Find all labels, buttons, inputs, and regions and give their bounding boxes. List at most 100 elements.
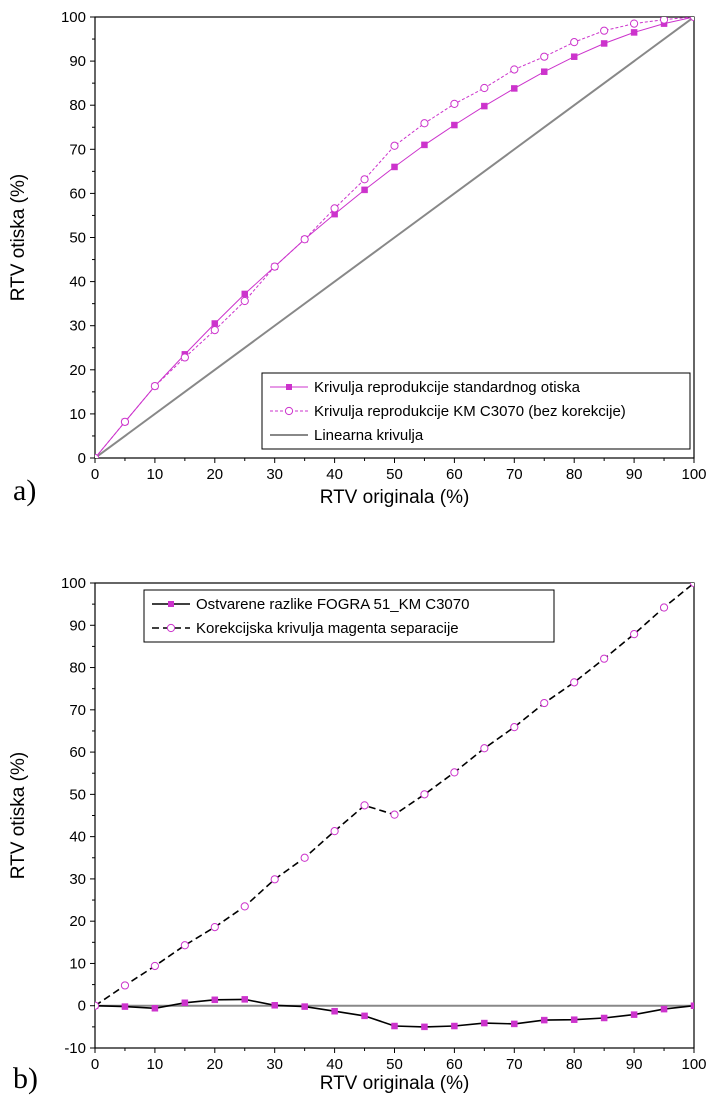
x-tick-label: 30	[266, 466, 283, 483]
data-point	[120, 981, 130, 990]
y-tick-label: 100	[61, 575, 86, 592]
data-point	[540, 52, 549, 61]
data-point	[600, 26, 609, 35]
data-point	[600, 654, 609, 663]
y-tick-label: 70	[69, 702, 86, 719]
x-tick-label: 20	[206, 466, 223, 483]
data-point	[660, 1005, 668, 1013]
y-tick-label: 70	[69, 141, 86, 158]
data-point	[540, 698, 549, 708]
data-point	[240, 902, 249, 911]
data-point	[689, 583, 694, 588]
data-point	[450, 768, 459, 777]
chart-panel-b: 0 10 20 30 40 50 60 70 80 90 100 -10 0 10 20 30 40 50 60 70…	[8, 575, 707, 1095]
data-point	[541, 68, 548, 75]
legend-label: Krivulja reprodukcije standardnog otiska	[314, 379, 581, 396]
series-line-3	[95, 17, 694, 458]
data-point	[451, 1022, 458, 1030]
y-tick-label: -10	[64, 1040, 86, 1057]
data-point	[360, 801, 369, 810]
data-point	[630, 29, 638, 36]
data-point	[360, 175, 369, 184]
y-tick-label: 60	[69, 185, 86, 202]
x-tick-label: 80	[566, 466, 583, 483]
legend-marker	[286, 384, 292, 390]
data-point	[630, 1011, 638, 1018]
data-point	[95, 453, 100, 458]
x-tick-label: 70	[506, 1056, 523, 1073]
x-tick-label: 0	[91, 1056, 99, 1073]
data-point	[600, 40, 608, 47]
y-tick-label: 20	[69, 913, 86, 930]
data-point	[600, 1014, 608, 1022]
y-tick-label: 40	[69, 829, 86, 846]
data-point	[181, 999, 189, 1007]
y-tick-label: 0	[78, 998, 86, 1015]
data-point	[121, 1003, 129, 1010]
x-tick-label: 60	[446, 1056, 463, 1073]
y-tick-label: 50	[69, 230, 86, 247]
panel-label: b)	[13, 1062, 38, 1095]
legend-marker	[168, 601, 174, 607]
data-point	[270, 875, 279, 884]
data-point	[151, 1005, 159, 1012]
x-tick-label: 10	[147, 466, 164, 483]
data-point	[511, 1020, 518, 1028]
y-tick-label: 10	[69, 406, 86, 423]
data-point	[211, 996, 219, 1004]
x-tick-label: 100	[681, 466, 706, 483]
legend-marker	[166, 623, 176, 633]
data-point	[630, 19, 639, 28]
data-point	[570, 1016, 578, 1023]
y-tick-label: 90	[69, 53, 86, 70]
y-tick-label: 30	[69, 318, 86, 335]
x-tick-label: 50	[386, 1056, 403, 1073]
legend-label: Krivulja reprodukcije KM C3070 (bez kore…	[314, 403, 626, 420]
data-point	[120, 417, 130, 426]
x-tick-label: 100	[681, 1056, 706, 1073]
data-point	[510, 65, 519, 74]
data-point	[480, 744, 489, 753]
y-tick-label: 100	[61, 9, 86, 26]
data-point	[241, 290, 248, 298]
y-tick-label: 0	[78, 450, 86, 467]
data-point	[301, 1003, 308, 1010]
data-point	[570, 38, 579, 47]
y-tick-label: 80	[69, 97, 86, 114]
series-line-2	[95, 17, 694, 458]
legend: Ostvarene razlike FOGRA 51_KM C3070 Korek…	[143, 589, 555, 643]
data-point	[210, 923, 219, 932]
data-point	[270, 262, 279, 271]
chart-panel-a: 0 10 20 30 40 50 60 70 80 90 100 0 10 20 30 40 50 60 70 80 9…	[8, 9, 707, 508]
data-point	[180, 941, 189, 950]
x-axis-title: RTV originala (%)	[320, 1073, 470, 1094]
data-point	[150, 382, 159, 391]
data-point	[421, 1023, 428, 1031]
data-point	[541, 1016, 548, 1024]
data-point	[570, 53, 578, 60]
y-axis-title: RTV otiska (%)	[8, 174, 29, 301]
data-point	[690, 1002, 694, 1009]
legend: Krivulja reprodukcije standardnog otiska…	[261, 372, 691, 450]
y-axis-title: RTV otiska (%)	[8, 752, 29, 879]
data-point	[300, 235, 309, 244]
data-point	[390, 141, 399, 150]
data-point	[391, 163, 398, 171]
x-tick-label: 40	[326, 466, 343, 483]
data-point	[95, 1001, 100, 1010]
x-tick-label: 0	[91, 466, 99, 483]
data-point	[361, 1012, 368, 1020]
data-point	[689, 17, 694, 22]
data-point	[391, 1022, 398, 1030]
data-point	[451, 121, 458, 129]
x-tick-label: 80	[566, 1056, 583, 1073]
data-point	[241, 996, 248, 1003]
data-point	[659, 17, 669, 24]
data-point	[330, 204, 339, 213]
x-axis-title: RTV originala (%)	[320, 487, 470, 508]
data-point	[511, 85, 518, 92]
x-tick-label: 90	[626, 1056, 643, 1073]
x-tick-label: 60	[446, 466, 463, 483]
data-point	[450, 99, 459, 108]
plot-area	[95, 17, 694, 458]
